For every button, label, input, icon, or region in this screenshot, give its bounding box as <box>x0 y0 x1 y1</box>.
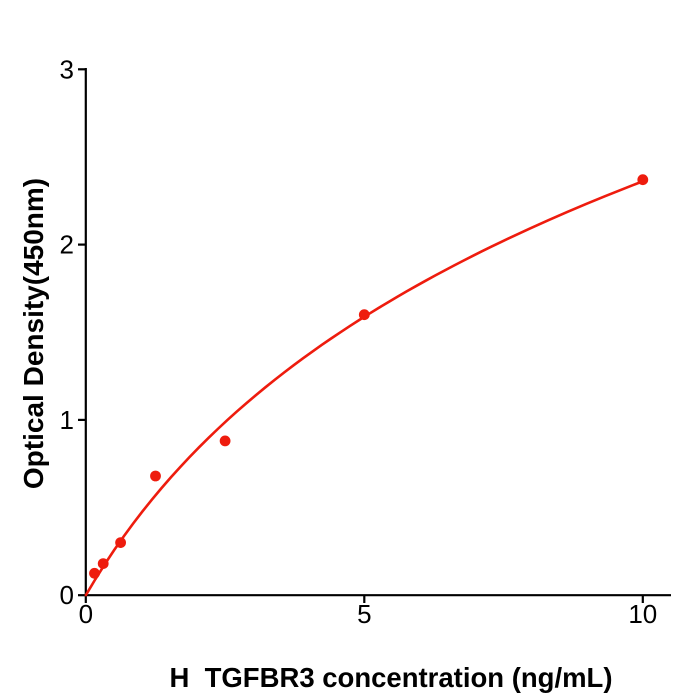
svg-text:3: 3 <box>60 54 74 84</box>
svg-text:1: 1 <box>60 405 74 435</box>
svg-text:5: 5 <box>357 599 371 629</box>
svg-text:0: 0 <box>79 599 93 629</box>
svg-text:10: 10 <box>628 599 657 629</box>
svg-text:Optical Density(450nm): Optical Density(450nm) <box>18 178 49 489</box>
svg-text:0: 0 <box>60 580 74 610</box>
svg-text:H TGFBR3 concentration (ng/mL: H TGFBR3 concentration (ng/mL) <box>169 662 612 693</box>
svg-text:2: 2 <box>60 230 74 260</box>
